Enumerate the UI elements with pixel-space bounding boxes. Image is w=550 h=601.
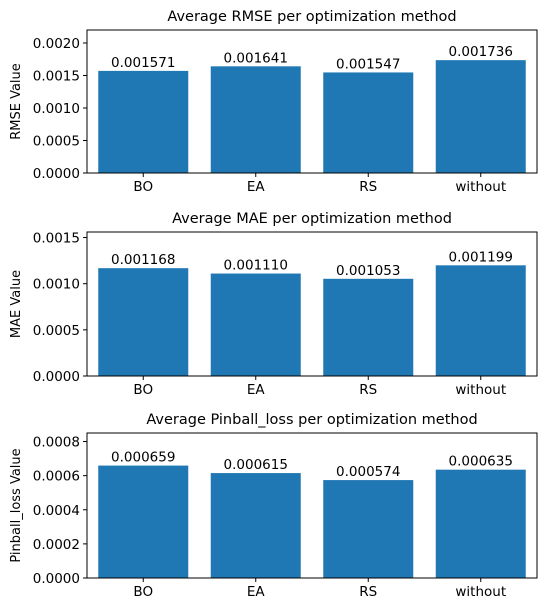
x-tick-label: BO xyxy=(133,179,153,195)
bar-ea xyxy=(210,473,301,578)
y-tick-label: 0.0000 xyxy=(33,571,80,587)
x-tick-label: without xyxy=(455,179,506,195)
bar-value-label: 0.000615 xyxy=(224,457,288,473)
y-tick-label: 0.0006 xyxy=(33,469,80,485)
y-tick-label: 0.0020 xyxy=(33,36,80,52)
y-tick-label: 0.0002 xyxy=(33,537,80,553)
bar-value-label: 0.001168 xyxy=(111,252,175,268)
bar-value-label: 0.001053 xyxy=(336,263,400,279)
bar-bo xyxy=(98,465,189,578)
bar-value-label: 0.000659 xyxy=(111,450,175,466)
y-tick-label: 0.0008 xyxy=(33,435,80,451)
y-tick-label: 0.0005 xyxy=(33,323,80,339)
chart-panel-0: 0.001571 BO 0.001641 EA 0.001547 RS 0.001736 wi… xyxy=(9,9,538,195)
y-axis-label: RMSE Value xyxy=(9,63,24,140)
plot-frame xyxy=(86,231,538,377)
x-tick-label: EA xyxy=(247,382,266,398)
bar-rs xyxy=(323,278,414,376)
x-tick-label: RS xyxy=(359,179,377,195)
bar-ea xyxy=(210,66,301,173)
x-tick-label: EA xyxy=(247,584,266,600)
chart-panel-1: 0.001168 BO 0.001110 EA 0.001053 RS 0.001199 wi… xyxy=(9,211,538,398)
bar-value-label: 0.001571 xyxy=(111,55,175,71)
y-tick-label: 0.0005 xyxy=(33,134,80,150)
plot-frame xyxy=(86,432,538,579)
chart-panel-2: 0.000659 BO 0.000615 EA 0.000574 RS 0.000635 wi… xyxy=(9,412,538,600)
x-tick-label: without xyxy=(455,382,506,398)
y-tick-label: 0.0000 xyxy=(33,166,80,182)
x-tick-label: without xyxy=(455,584,506,600)
y-axis-label: Pinball_loss Value xyxy=(9,448,24,562)
bar-ea xyxy=(210,273,301,376)
bar-rs xyxy=(323,72,414,173)
chart-title: Average Pinball_loss per optimization me… xyxy=(146,412,477,428)
x-tick-label: EA xyxy=(247,179,266,195)
x-tick-label: RS xyxy=(359,382,377,398)
bar-value-label: 0.001547 xyxy=(336,56,400,72)
bar-value-label: 0.001641 xyxy=(224,50,288,66)
plot-frame xyxy=(86,29,538,174)
chart-title: Average MAE per optimization method xyxy=(172,211,452,227)
bar-value-label: 0.000574 xyxy=(336,464,400,480)
y-tick-label: 0.0010 xyxy=(33,277,80,293)
y-tick-label: 0.0004 xyxy=(33,503,80,519)
bar-value-label: 0.001110 xyxy=(224,258,288,274)
bar-bo xyxy=(98,70,189,173)
bar-bo xyxy=(98,268,189,376)
x-tick-label: RS xyxy=(359,584,377,600)
bar-value-label: 0.000635 xyxy=(449,454,513,470)
x-tick-label: BO xyxy=(133,584,153,600)
y-tick-label: 0.0000 xyxy=(33,369,80,385)
bar-value-label: 0.001199 xyxy=(449,249,513,265)
bar-without xyxy=(435,265,526,376)
bar-rs xyxy=(323,480,414,578)
y-tick-label: 0.0015 xyxy=(33,231,80,247)
bar-without xyxy=(435,60,526,173)
y-tick-label: 0.0010 xyxy=(33,101,80,117)
bar-value-label: 0.001736 xyxy=(449,44,513,60)
y-tick-label: 0.0015 xyxy=(33,69,80,85)
bar-without xyxy=(435,469,526,578)
y-axis-label: MAE Value xyxy=(9,270,24,338)
x-tick-label: BO xyxy=(133,382,153,398)
chart-title: Average RMSE per optimization method xyxy=(167,9,456,25)
